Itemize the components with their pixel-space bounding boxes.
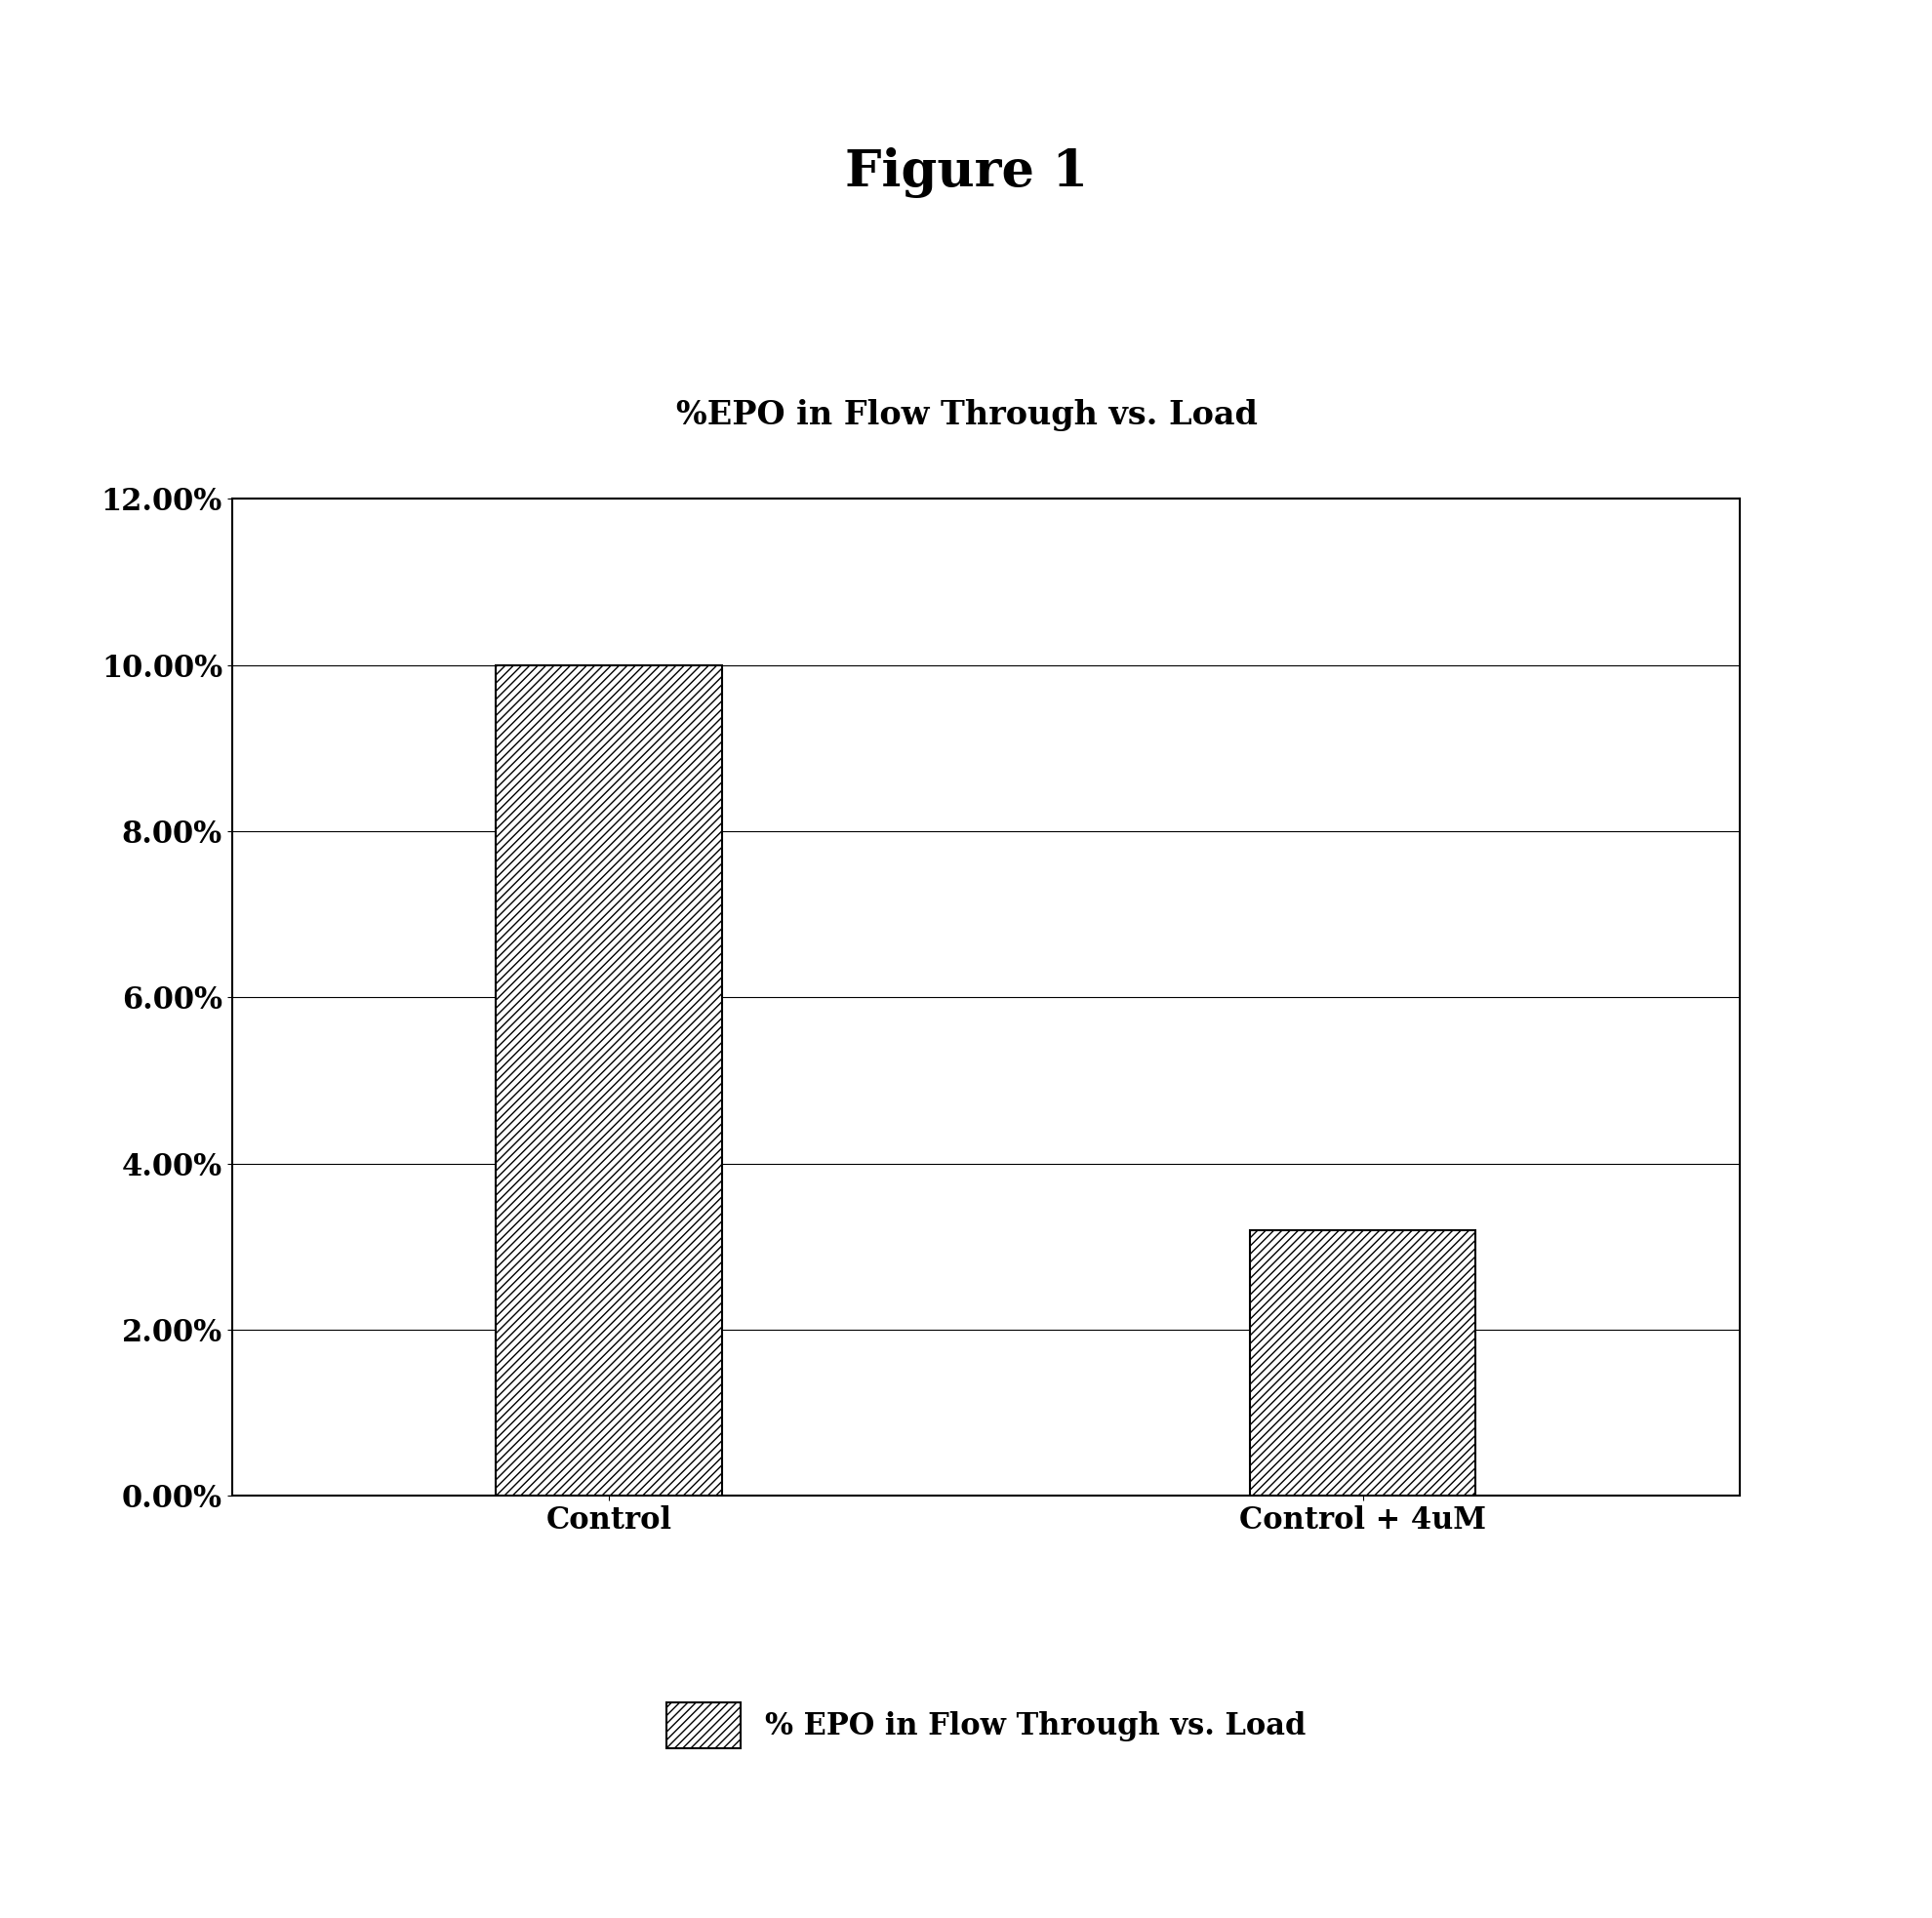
Text: %EPO in Flow Through vs. Load: %EPO in Flow Through vs. Load [676,399,1256,432]
Bar [1248,1229,1476,1496]
Text: Figure 1: Figure 1 [844,148,1088,198]
Legend: % EPO in Flow Through vs. Load: % EPO in Flow Through vs. Load [653,1690,1318,1761]
Bar [495,666,723,1496]
